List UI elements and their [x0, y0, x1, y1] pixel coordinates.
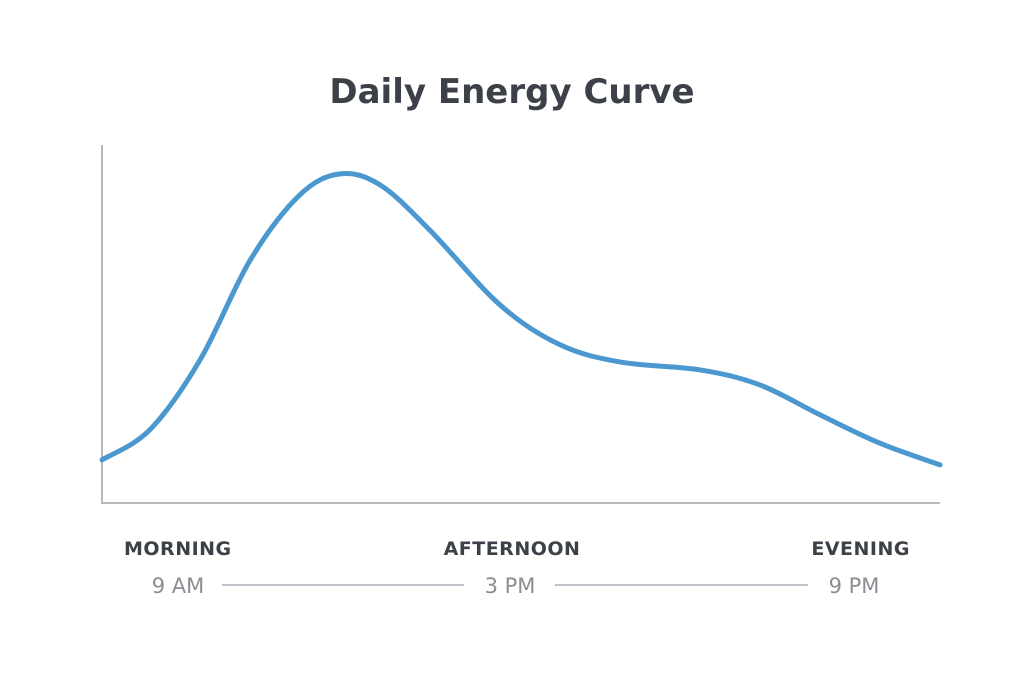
period-label-afternoon: AFTERNOON	[444, 538, 581, 560]
energy-curve	[99, 171, 943, 468]
time-label-9pm: 9 PM	[829, 574, 880, 598]
time-label-9am: 9 AM	[152, 574, 205, 598]
time-label-3pm: 3 PM	[485, 574, 536, 598]
chart-title: Daily Energy Curve	[329, 72, 694, 112]
period-label-evening: EVENING	[811, 538, 910, 560]
period-label-morning: MORNING	[124, 538, 232, 560]
